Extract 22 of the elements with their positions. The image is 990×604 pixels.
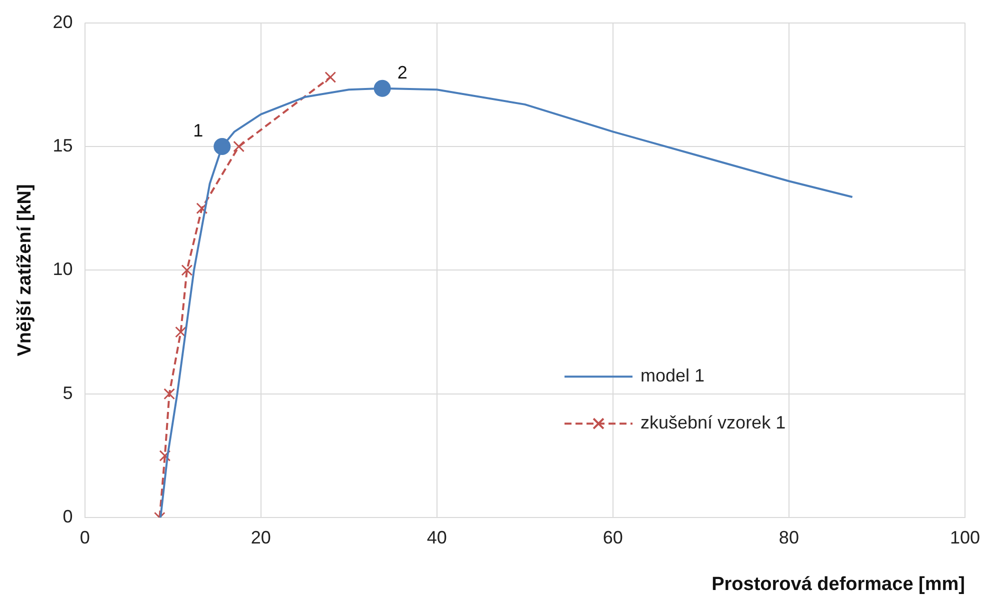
y-tick-label: 20 <box>52 12 73 32</box>
annotation: 1 <box>193 120 204 140</box>
y-tick-label: 0 <box>62 506 73 527</box>
point <box>181 264 193 276</box>
legend-label: zkušební vzorek 1 <box>640 412 786 433</box>
x-tick-label: 80 <box>778 527 799 548</box>
legend-label: model 1 <box>640 366 705 386</box>
y-tick-label: 10 <box>52 259 73 280</box>
y-axis-title: Vnější zatížení [kN] <box>14 184 36 356</box>
y-tick-label: 15 <box>52 135 73 156</box>
point <box>164 388 176 400</box>
x-axis-title: Prostorová deformace [mm] <box>712 574 965 595</box>
y-tick-label: 5 <box>62 382 73 403</box>
point <box>233 140 245 152</box>
point <box>324 72 336 83</box>
x-tick-label: 0 <box>80 527 90 548</box>
x-tick-label: 40 <box>426 527 447 548</box>
x-tick-label: 60 <box>602 527 623 548</box>
x-tick-label: 100 <box>950 527 980 548</box>
annotation: 2 <box>397 62 408 82</box>
x-tick-label: 20 <box>250 527 271 548</box>
point <box>159 450 171 462</box>
